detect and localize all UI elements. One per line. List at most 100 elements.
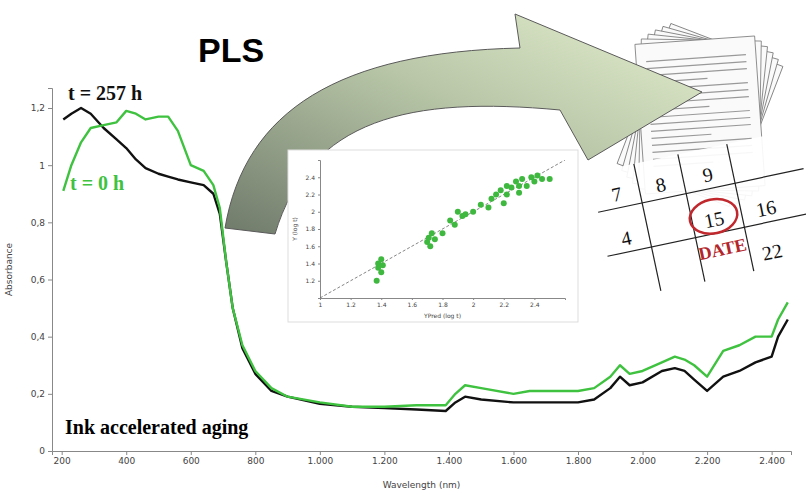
tick-label: 1.600	[501, 456, 527, 466]
point	[508, 185, 514, 191]
page-text	[651, 117, 751, 124]
tick-mark	[351, 298, 352, 300]
tick-mark	[534, 298, 535, 300]
calendar-day: 22	[760, 239, 784, 265]
tick-label: 1.6	[305, 243, 315, 250]
tick: 1.2	[346, 298, 356, 308]
date-circle	[687, 195, 741, 238]
page-text	[647, 69, 747, 76]
tick-mark	[48, 280, 52, 281]
tick-label: 2.400	[759, 456, 785, 466]
point	[429, 230, 435, 236]
series-label: t = 0 h	[70, 172, 124, 194]
tick: 1.000	[307, 451, 333, 466]
tick-label: 0,6	[31, 275, 46, 285]
tick-label: 600	[183, 456, 200, 466]
tick: 0,2	[31, 389, 52, 399]
annotation: Ink accelerated aging	[65, 416, 248, 439]
axis-title: Absorbance	[4, 242, 14, 296]
tick-label: 1.8	[305, 225, 315, 232]
axis: 1.2 1.4 1.6 1.8 2 2.2 2.4	[305, 161, 320, 299]
tick-mark	[384, 451, 385, 455]
tick-label: 2	[311, 208, 315, 215]
tick: 200	[54, 451, 71, 466]
tick: 1.800	[566, 451, 592, 466]
tick: 1.4	[305, 260, 320, 267]
tick: 400	[118, 451, 135, 466]
point	[378, 256, 384, 262]
tick-label: 0,8	[31, 218, 46, 228]
tick: 1.600	[501, 451, 527, 466]
axis-line	[318, 161, 321, 299]
point	[485, 204, 491, 210]
tick-mark	[320, 451, 321, 455]
tick-label: 200	[54, 456, 71, 466]
point	[447, 217, 453, 223]
inset-background	[288, 150, 578, 322]
tick-label: 1.6	[408, 301, 418, 308]
page-text	[651, 124, 751, 131]
point	[501, 200, 507, 206]
date-stamp: DATE	[697, 234, 749, 264]
tick-label: 0,4	[31, 332, 46, 342]
axis-title: Wavelength (nm)	[383, 480, 461, 490]
tick-label: 0	[39, 446, 45, 456]
point	[478, 202, 484, 208]
tick-label: 1.200	[372, 456, 398, 466]
tick: 1.2	[305, 277, 320, 284]
tick-label: 2.4	[305, 174, 315, 181]
tick-label: 1.400	[437, 456, 463, 466]
tick-mark	[48, 394, 52, 395]
tick-mark	[48, 222, 52, 223]
page-text	[647, 62, 747, 69]
tick-label: 1	[39, 161, 45, 171]
arrow-label: PLS	[198, 31, 264, 69]
tick-label: 1.800	[566, 456, 592, 466]
point	[547, 176, 553, 182]
tick-label: 1,2	[31, 103, 45, 113]
tick-label: 2.2	[305, 191, 315, 198]
page-text	[652, 134, 712, 138]
canvas: 2004006008001.0001.2001.4001.6001.8002.0…	[0, 0, 806, 496]
tick: 1.4	[377, 298, 387, 308]
axis-title: YPred (log t)	[423, 312, 461, 320]
point	[489, 196, 495, 202]
tick: 2	[472, 298, 476, 308]
tick: 1	[39, 161, 52, 171]
tick: 0,6	[31, 275, 52, 285]
tick-mark	[578, 451, 579, 455]
calendar-day: 4	[619, 226, 633, 250]
tick-mark	[504, 298, 505, 300]
tick-mark	[191, 451, 192, 455]
tick: 1.6	[305, 243, 320, 250]
tick-mark	[318, 264, 320, 265]
calendar-day: 7	[610, 182, 624, 206]
calendar-sheet	[590, 129, 806, 300]
tick: 1.8	[305, 225, 320, 232]
tick-mark	[318, 246, 320, 247]
point	[470, 209, 476, 215]
tick-label: 1.4	[377, 301, 387, 308]
tick-mark	[48, 108, 52, 109]
tick-mark	[643, 451, 644, 455]
tick-label: 2	[472, 301, 476, 308]
tick-mark	[126, 451, 127, 455]
calendar-day: 15	[702, 206, 726, 232]
point	[374, 278, 380, 284]
tick-label: 1.8	[438, 301, 448, 308]
tick-mark	[513, 451, 514, 455]
tick-mark	[48, 337, 52, 338]
point	[432, 236, 438, 242]
tick-label: 2.200	[695, 456, 721, 466]
axis-title: Y (log t)	[291, 217, 299, 242]
tick-mark	[772, 451, 773, 455]
point	[524, 183, 530, 189]
tick: 2.200	[695, 451, 721, 466]
tick-mark	[62, 451, 63, 455]
point	[504, 192, 510, 198]
tick-mark	[318, 281, 320, 282]
tick: 1	[319, 298, 323, 308]
tick-mark	[318, 195, 320, 196]
calendar: 7894151622DATE	[590, 129, 806, 300]
inset-plot-area	[320, 160, 565, 298]
